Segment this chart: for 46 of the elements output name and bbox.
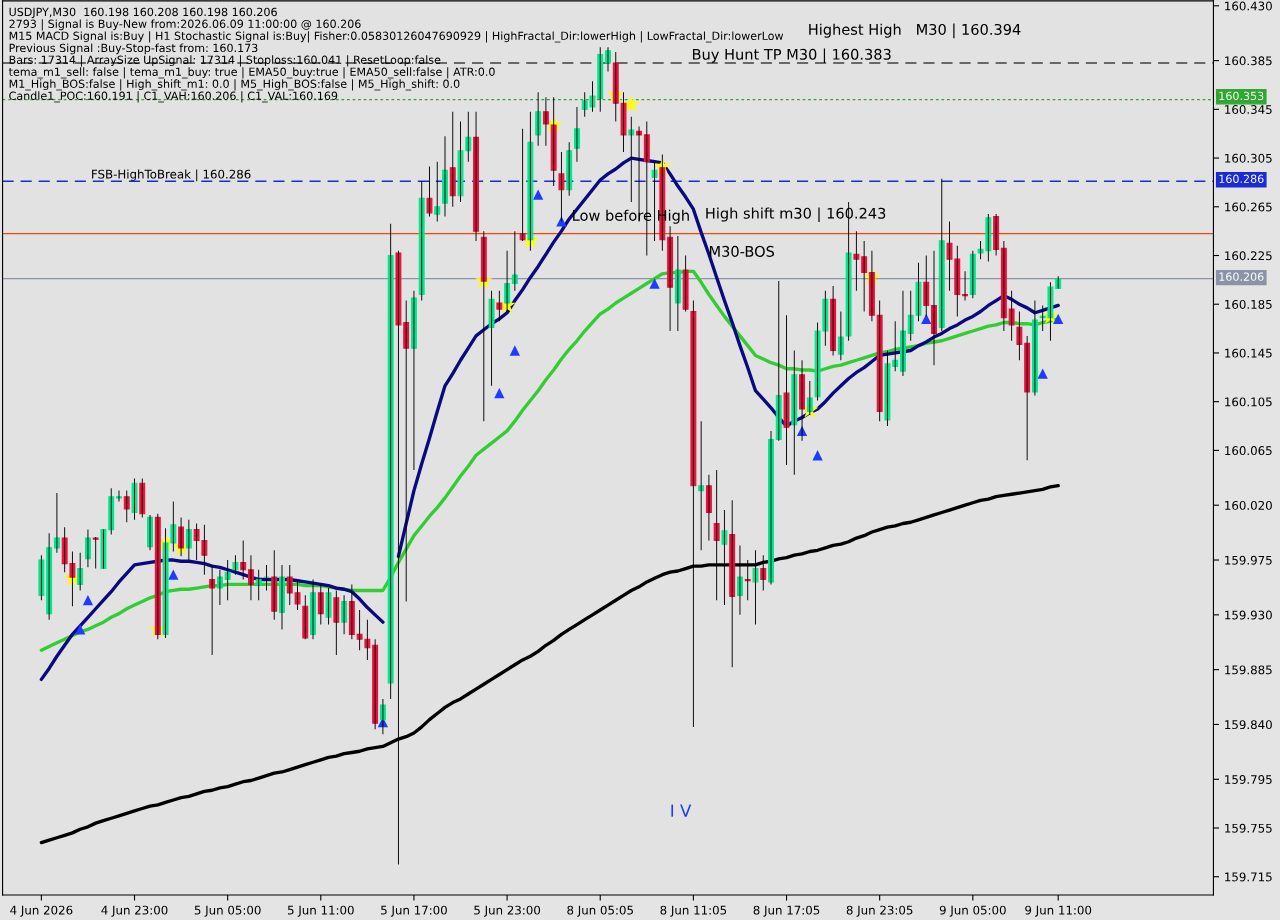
annotation: Candle1_POC:160.191 | C1_VAH:160.206 | C1_VAL:160.169 bbox=[9, 91, 338, 103]
y-tick-label: 159.840 bbox=[1225, 720, 1272, 730]
x-tick-label: 9 Jun 11:00 bbox=[1025, 905, 1092, 917]
annotation: I V bbox=[671, 804, 692, 817]
annotation: tema_m1_sell: false | tema_m1_buy: true | EMA50_buy:true | EMA50_sell:false | ATR:0.0 bbox=[8, 67, 495, 79]
y-tick-label: 159.975 bbox=[1225, 555, 1272, 565]
ref-line-label: Buy Hunt TP M30 | 160.383 bbox=[692, 48, 891, 64]
x-tick-label: 5 Jun 17:00 bbox=[381, 905, 447, 917]
y-tick-label: 160.020 bbox=[1225, 500, 1272, 510]
text: 160.206 bbox=[1219, 272, 1264, 281]
x-tick-label: 8 Jun 17:05 bbox=[753, 905, 820, 917]
y-tick-label: 160.105 bbox=[1225, 397, 1272, 407]
annotation: Previous Signal :Buy-Stop-fast from: 160.173 bbox=[9, 43, 258, 55]
y-tick-label: 159.795 bbox=[1225, 775, 1272, 784]
y-tick-label: 159.930 bbox=[1225, 610, 1272, 620]
x-tick-label: 8 Jun 23:05 bbox=[846, 905, 913, 917]
annotation: 2793 | Signal is Buy-New from:2026.06.09 11:00:00 @ 160.206 bbox=[9, 19, 361, 31]
y-tick-label: 160.430 bbox=[1225, 1, 1272, 11]
y-tick-label: 160.265 bbox=[1225, 202, 1272, 212]
y-tick-label: 160.065 bbox=[1225, 446, 1272, 456]
y-tick-label: 159.755 bbox=[1225, 823, 1272, 833]
y-tick-label: 160.185 bbox=[1225, 299, 1272, 309]
text: 160.286 bbox=[1219, 174, 1264, 183]
text: 160.353 bbox=[1219, 91, 1264, 101]
text: USDJPY,M30 160.198 160.208 160.198 160.206 bbox=[9, 7, 277, 19]
y-tick-label: 160.225 bbox=[1225, 251, 1272, 261]
x-tick-label: 5 Jun 11:00 bbox=[287, 905, 354, 917]
x-tick-label: 5 Jun 05:00 bbox=[194, 905, 261, 917]
y-tick-label: 160.305 bbox=[1225, 153, 1272, 163]
annotation: Highest High M30 | 160.394 bbox=[809, 23, 1021, 39]
x-tick-label: 4 Jun 23:00 bbox=[101, 905, 168, 917]
ref-line-label: FSB-HighToBreak | 160.286 bbox=[92, 169, 251, 182]
x-tick-label: 9 Jun 05:00 bbox=[939, 905, 1006, 917]
annotation: M30-BOS bbox=[709, 245, 775, 257]
x-tick-label: 4 Jun 2026 bbox=[10, 905, 73, 917]
x-tick-label: 8 Jun 05:05 bbox=[567, 905, 633, 917]
y-tick-label: 160.145 bbox=[1225, 348, 1272, 358]
y-tick-label: 159.715 bbox=[1225, 872, 1272, 882]
annotation: M15 MACD Signal is:Buy | H1 Stochastic Signal is:Buy| Fisher:0.05830126047690929 | HighFractal_Dir:lowerHigh | LowFractal_Dir:lowerLow bbox=[9, 31, 784, 43]
y-tick-label: 160.385 bbox=[1225, 56, 1272, 66]
x-tick-label: 8 Jun 11:05 bbox=[660, 905, 727, 917]
annotation: Bars: 17314 | ArraySize UpSignal: 17314 | Stoploss:160.041 | ResetLoop:false bbox=[9, 55, 441, 67]
y-tick-label: 160.345 bbox=[1225, 105, 1272, 114]
y-tick-label: 159.885 bbox=[1225, 665, 1272, 675]
annotation: M1_High_BOS:false | High_shift_m1: 0.0 | M5_High_BOS:false | M5_High_shift: 0.0 bbox=[9, 79, 460, 91]
x-tick-label: 5 Jun 23:00 bbox=[474, 905, 541, 917]
